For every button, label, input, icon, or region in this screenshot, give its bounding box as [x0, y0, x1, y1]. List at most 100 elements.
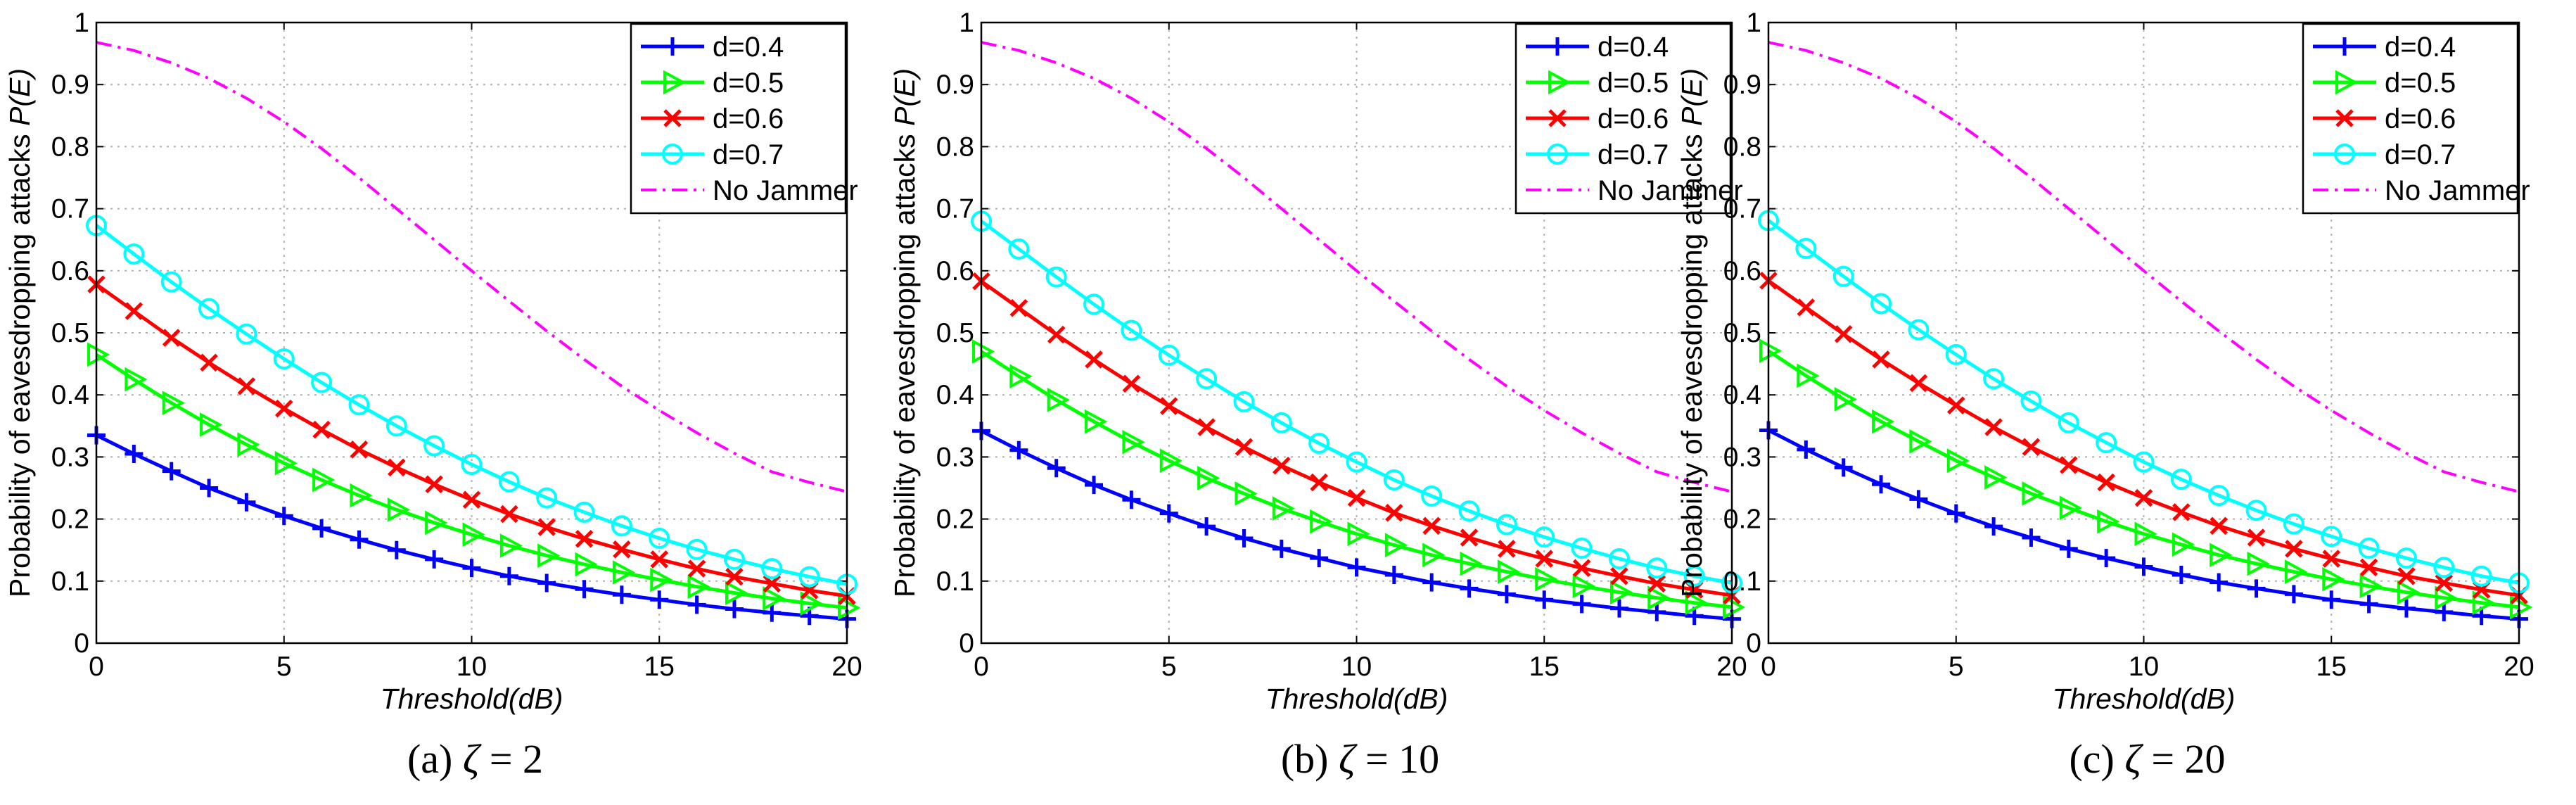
data-point: [1909, 490, 1928, 509]
y-tick-label: 0.3: [1723, 442, 1761, 472]
data-point: [612, 585, 631, 604]
data-point: [687, 595, 706, 614]
x-axis-label: Threshold(dB): [381, 683, 563, 715]
data-point: [461, 453, 483, 475]
data-point: [1460, 528, 1479, 547]
legend-marker: [1547, 144, 1568, 165]
series-line: [980, 350, 1733, 609]
data-point: [1872, 350, 1890, 369]
data-point: [1122, 429, 1145, 455]
y-axis-label: Probability of eavesdropping attacks P(E…: [4, 68, 36, 597]
x-tick-label: 10: [457, 652, 487, 682]
y-tick-label: 0.2: [1723, 505, 1761, 535]
data-point: [1122, 374, 1141, 393]
legend-marker: [2335, 109, 2354, 127]
chart-panel-1: 00.10.20.30.40.50.60.70.80.910 5 10 15 20Thr…: [4, 8, 862, 782]
legend-label: d=0.6: [2385, 103, 2456, 134]
data-point: [1422, 543, 1446, 568]
legend-label: No Jammer: [1598, 175, 1743, 206]
legend-marker: [1548, 70, 1571, 95]
data-point: [763, 586, 786, 611]
data-point: [2058, 412, 2079, 433]
x-tick-label: 20: [2504, 652, 2534, 682]
data-point: [763, 603, 782, 622]
data-point: [2210, 573, 2229, 592]
series-no-jammer: [96, 41, 848, 493]
data-point: [2022, 438, 2041, 457]
data-point: [649, 527, 670, 549]
data-point: [1534, 526, 1555, 548]
plot-frame: [1767, 21, 2520, 645]
data-point: [2433, 557, 2455, 578]
y-tick-label: 1: [74, 8, 89, 38]
legend-marker: [663, 37, 682, 56]
series-line: [1767, 349, 2520, 609]
data-point: [2358, 538, 2380, 559]
data-point: [1158, 344, 1180, 366]
data-point: [2470, 565, 2492, 587]
y-tick-label: 0: [1746, 628, 1761, 659]
data-point: [723, 548, 745, 570]
y-tick-label: 0.4: [1723, 380, 1761, 410]
y-tick-label: 0.3: [51, 442, 89, 472]
legend-marker: [2335, 37, 2354, 56]
data-point: [385, 415, 407, 437]
series-line: [95, 224, 848, 586]
data-point: [1572, 573, 1595, 599]
data-point: [1945, 343, 1967, 365]
data-point: [200, 478, 219, 497]
data-point: [1460, 579, 1479, 598]
data-point: [2172, 565, 2191, 584]
data-point: [2097, 549, 2116, 568]
data-point: [2134, 488, 2153, 507]
data-point: [2097, 509, 2120, 534]
y-tick-label: 0.4: [936, 380, 974, 410]
data-point: [972, 339, 995, 364]
data-point: [1384, 565, 1403, 584]
series-line: [1767, 219, 2520, 585]
data-point: [1008, 238, 1030, 260]
data-point: [1497, 559, 1521, 584]
data-point: [2059, 495, 2083, 521]
data-point: [2134, 521, 2157, 547]
data-point: [2435, 602, 2454, 621]
data-point: [1571, 538, 1593, 559]
y-tick-label: 1: [1746, 8, 1761, 38]
data-point: [237, 432, 260, 457]
data-point: [1759, 338, 1783, 363]
data-point: [87, 342, 110, 367]
y-tick-label: 0.5: [51, 318, 89, 348]
data-point: [1009, 364, 1033, 389]
data-point: [1646, 557, 1668, 579]
data-point: [237, 377, 256, 395]
data-point: [125, 302, 144, 320]
data-point: [2359, 595, 2378, 614]
x-axis-label: Threshold(dB): [2053, 683, 2236, 715]
data-point: [1908, 319, 1930, 341]
data-point: [1609, 580, 1633, 605]
data-point: [350, 483, 373, 508]
legend-marker: [663, 109, 682, 127]
data-point: [1795, 238, 1817, 260]
legend-label: d=0.7: [1598, 139, 1669, 170]
data-point: [1497, 585, 1516, 604]
data-point: [1797, 363, 1820, 388]
data-point: [311, 372, 333, 393]
legend-marker: [1548, 109, 1567, 127]
data-point: [423, 435, 445, 457]
data-point: [612, 560, 636, 585]
y-tick-label: 0: [959, 628, 974, 659]
data-point: [2133, 451, 2155, 473]
data-point: [1272, 496, 1296, 521]
data-point: [125, 367, 148, 392]
data-point: [1196, 368, 1218, 390]
data-point: [1909, 374, 1928, 393]
data-point: [1946, 396, 1965, 414]
data-point: [1045, 266, 1067, 288]
data-point: [613, 540, 631, 559]
data-point: [499, 566, 518, 585]
y-axis-label: Probability of eavesdropping attacks P(E…: [888, 68, 921, 597]
series-d-0-4: [972, 421, 1741, 628]
data-point: [1197, 466, 1220, 490]
